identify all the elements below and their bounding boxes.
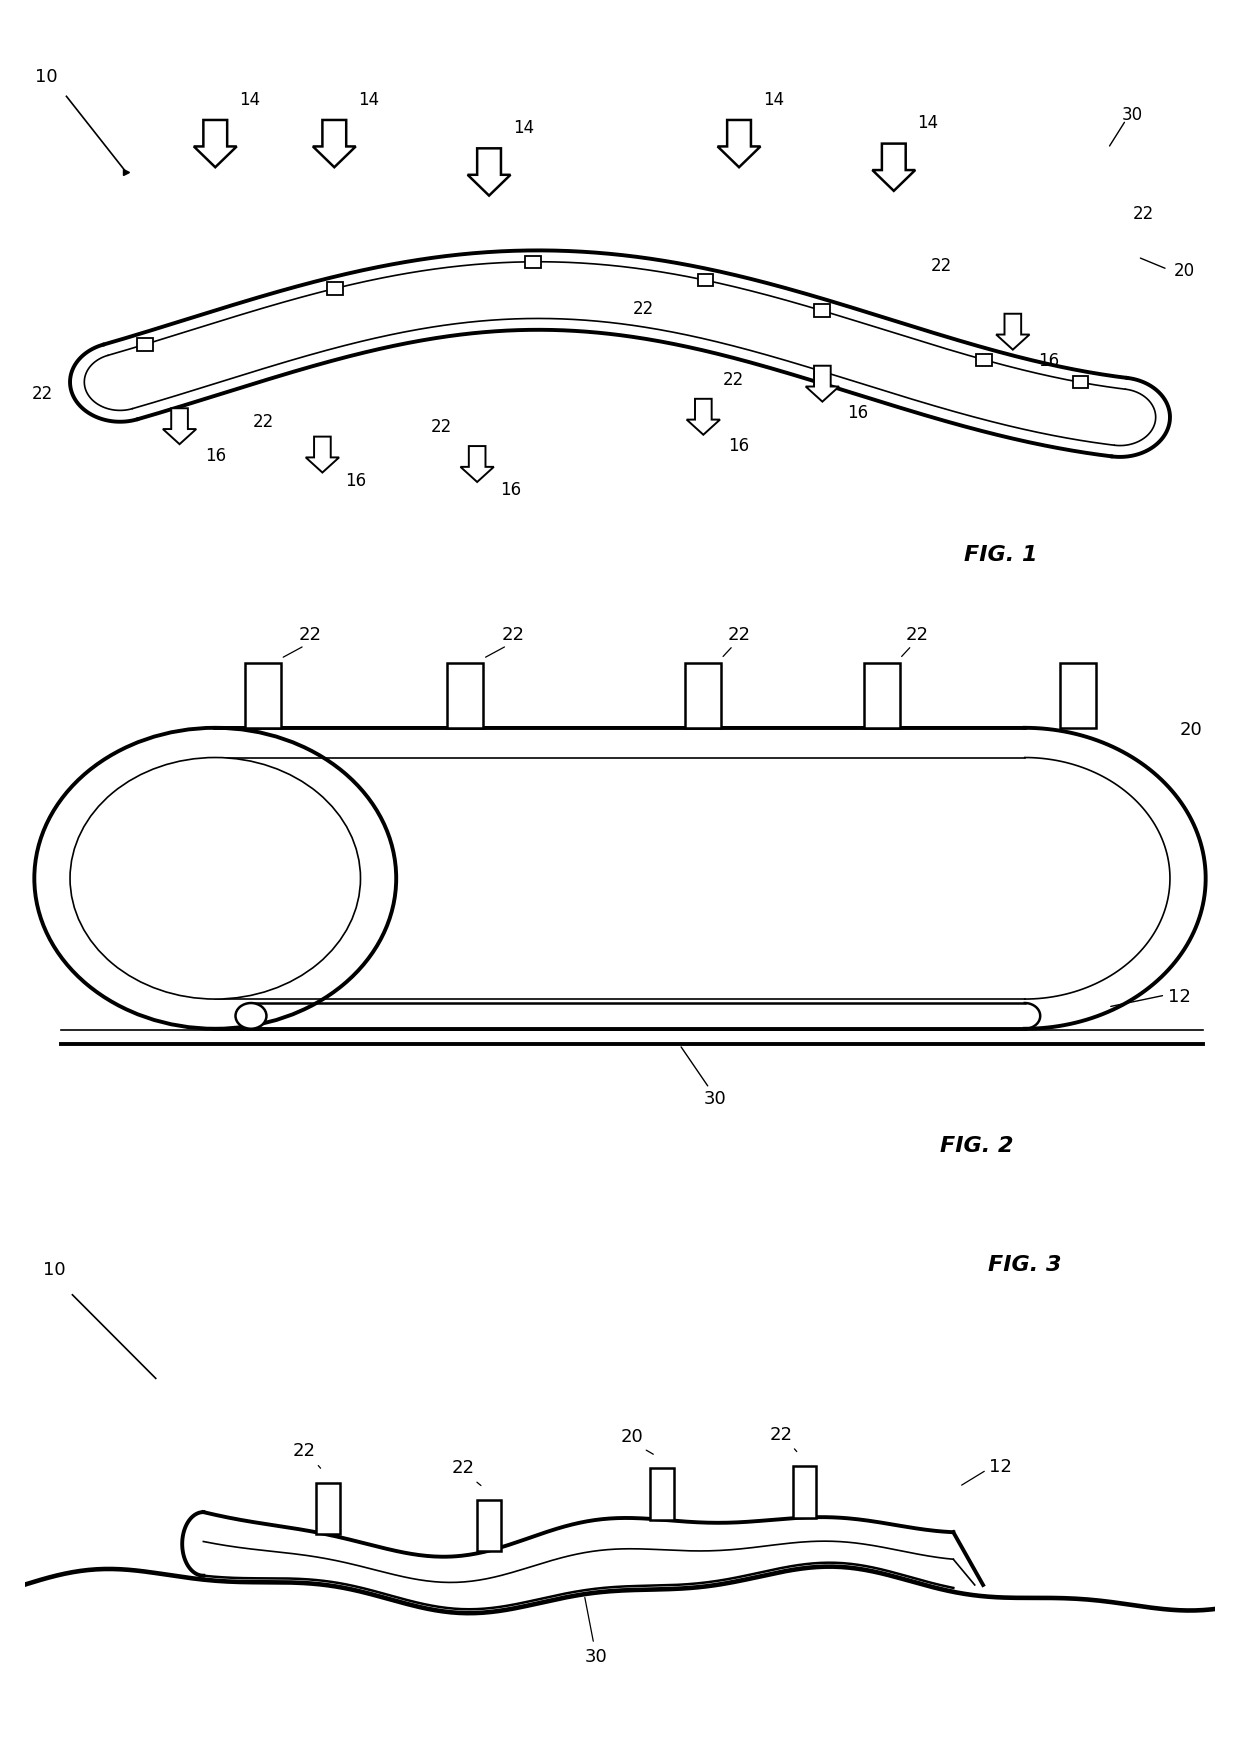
Text: 16: 16 bbox=[1038, 352, 1059, 370]
Text: 22: 22 bbox=[252, 414, 274, 431]
Polygon shape bbox=[216, 728, 1205, 1030]
Polygon shape bbox=[718, 120, 760, 168]
Polygon shape bbox=[246, 663, 280, 728]
Text: 22: 22 bbox=[501, 626, 525, 644]
Text: FIG. 3: FIG. 3 bbox=[988, 1255, 1061, 1276]
Polygon shape bbox=[1073, 377, 1087, 389]
Polygon shape bbox=[316, 1483, 340, 1534]
Text: 22: 22 bbox=[931, 258, 952, 276]
Polygon shape bbox=[873, 143, 915, 190]
Text: 30: 30 bbox=[585, 1647, 608, 1666]
Polygon shape bbox=[448, 663, 484, 728]
Text: 22: 22 bbox=[430, 419, 453, 436]
Polygon shape bbox=[193, 120, 237, 168]
Text: 10: 10 bbox=[43, 1262, 66, 1279]
Text: 20: 20 bbox=[1179, 721, 1203, 738]
Text: 30: 30 bbox=[704, 1091, 727, 1108]
Text: 20: 20 bbox=[620, 1427, 644, 1447]
Polygon shape bbox=[526, 255, 541, 269]
Text: FIG. 2: FIG. 2 bbox=[940, 1136, 1014, 1155]
Polygon shape bbox=[976, 354, 992, 366]
Text: FIG. 1: FIG. 1 bbox=[965, 544, 1038, 565]
Text: 16: 16 bbox=[205, 447, 226, 464]
Polygon shape bbox=[698, 274, 713, 286]
Text: 14: 14 bbox=[763, 91, 784, 108]
Circle shape bbox=[35, 728, 397, 1030]
Text: 14: 14 bbox=[358, 91, 379, 108]
Text: 14: 14 bbox=[918, 113, 939, 133]
Text: 16: 16 bbox=[847, 405, 869, 422]
Polygon shape bbox=[813, 304, 830, 316]
Circle shape bbox=[69, 757, 361, 1000]
Text: 10: 10 bbox=[35, 68, 57, 87]
Polygon shape bbox=[312, 120, 356, 168]
Polygon shape bbox=[650, 1468, 673, 1520]
Text: 12: 12 bbox=[990, 1457, 1012, 1476]
Text: 22: 22 bbox=[299, 626, 322, 644]
Circle shape bbox=[236, 1003, 267, 1030]
Polygon shape bbox=[686, 663, 722, 728]
Polygon shape bbox=[203, 1513, 954, 1609]
Text: 14: 14 bbox=[239, 91, 260, 108]
Text: 22: 22 bbox=[906, 626, 929, 644]
Text: 22: 22 bbox=[293, 1443, 316, 1461]
Polygon shape bbox=[467, 148, 511, 195]
Polygon shape bbox=[864, 663, 900, 728]
Text: 16: 16 bbox=[500, 482, 521, 499]
Text: 20: 20 bbox=[1173, 262, 1194, 281]
Polygon shape bbox=[996, 314, 1029, 349]
Polygon shape bbox=[306, 436, 339, 473]
Text: 22: 22 bbox=[769, 1426, 792, 1443]
Polygon shape bbox=[806, 366, 839, 401]
Polygon shape bbox=[1060, 663, 1096, 728]
Text: 12: 12 bbox=[1168, 988, 1190, 1007]
Polygon shape bbox=[162, 408, 196, 445]
Text: 22: 22 bbox=[723, 372, 744, 389]
Polygon shape bbox=[792, 1466, 816, 1518]
Polygon shape bbox=[460, 447, 494, 482]
Text: 30: 30 bbox=[1121, 106, 1142, 124]
Text: 22: 22 bbox=[451, 1459, 475, 1478]
Polygon shape bbox=[477, 1501, 501, 1551]
Polygon shape bbox=[327, 283, 342, 295]
Polygon shape bbox=[687, 400, 720, 435]
Text: 16: 16 bbox=[345, 473, 366, 490]
Text: 22: 22 bbox=[728, 626, 750, 644]
Polygon shape bbox=[138, 339, 153, 351]
Text: 22: 22 bbox=[32, 386, 53, 403]
Text: 22: 22 bbox=[634, 300, 655, 318]
Text: 22: 22 bbox=[1133, 206, 1154, 223]
Text: 16: 16 bbox=[728, 436, 750, 455]
Text: 14: 14 bbox=[513, 119, 534, 138]
